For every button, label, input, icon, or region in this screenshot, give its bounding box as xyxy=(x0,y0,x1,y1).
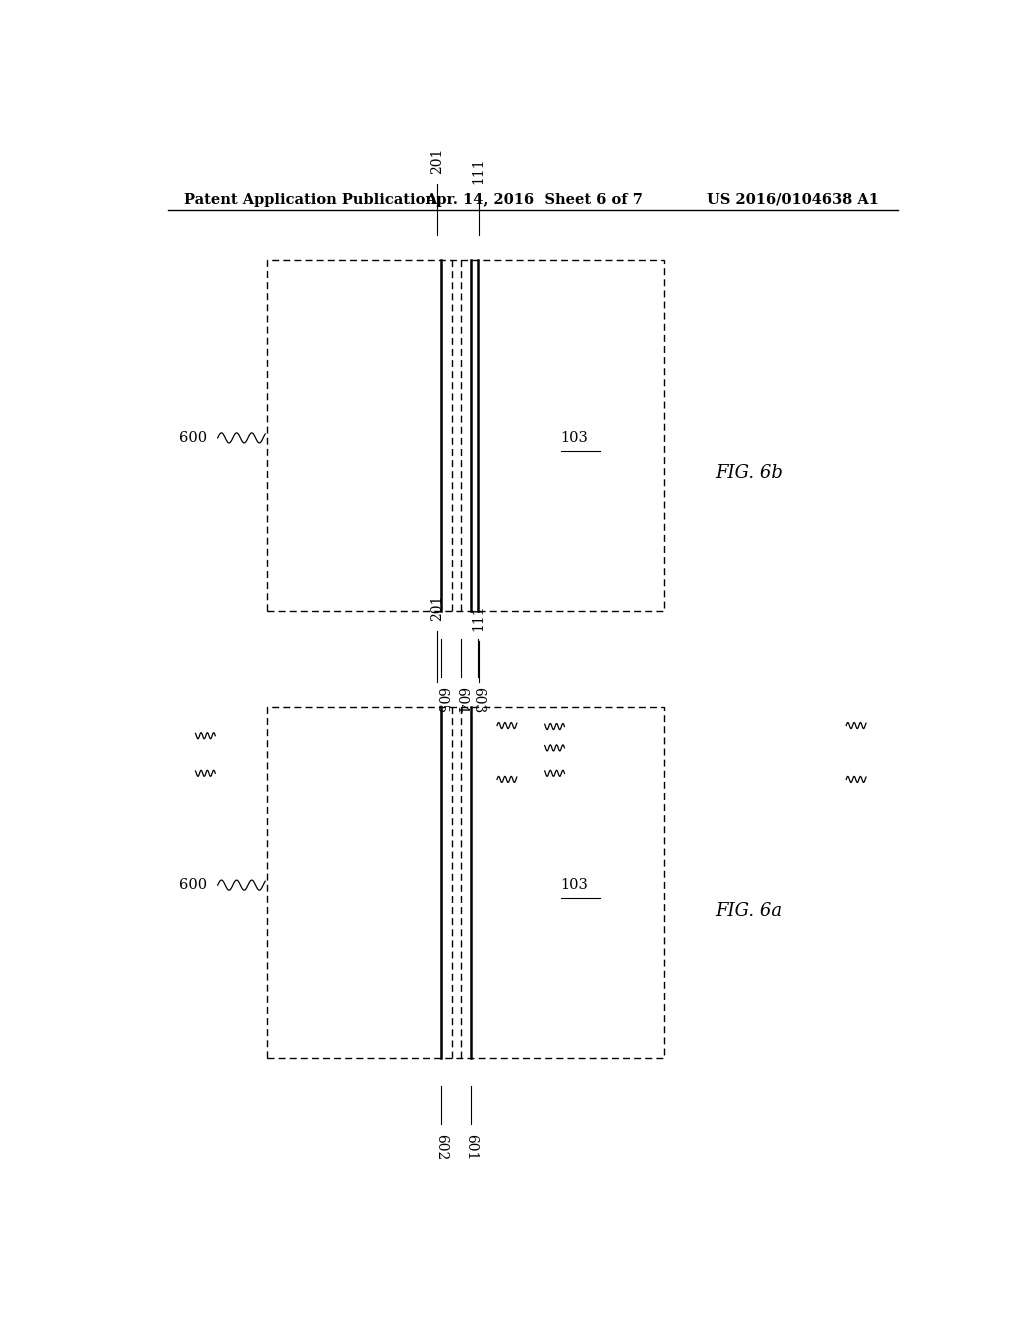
Text: US 2016/0104638 A1: US 2016/0104638 A1 xyxy=(708,193,880,207)
Text: 600: 600 xyxy=(179,430,207,445)
Text: 604: 604 xyxy=(455,686,468,713)
Text: 201: 201 xyxy=(430,148,443,174)
Text: 603: 603 xyxy=(471,686,485,713)
Bar xyxy=(267,260,664,611)
Bar xyxy=(267,708,664,1057)
Text: 111: 111 xyxy=(472,157,485,183)
Text: FIG. 6a: FIG. 6a xyxy=(715,902,782,920)
Text: 201: 201 xyxy=(430,594,443,620)
Text: 605: 605 xyxy=(434,686,449,713)
Text: Apr. 14, 2016  Sheet 6 of 7: Apr. 14, 2016 Sheet 6 of 7 xyxy=(426,193,643,207)
Text: 602: 602 xyxy=(434,1134,449,1160)
Text: 111: 111 xyxy=(472,605,485,631)
Text: 103: 103 xyxy=(560,430,589,445)
Text: FIG. 6b: FIG. 6b xyxy=(715,465,783,483)
Text: 103: 103 xyxy=(560,878,589,892)
Text: 600: 600 xyxy=(179,878,207,892)
Text: 601: 601 xyxy=(464,1134,478,1160)
Text: Patent Application Publication: Patent Application Publication xyxy=(183,193,435,207)
